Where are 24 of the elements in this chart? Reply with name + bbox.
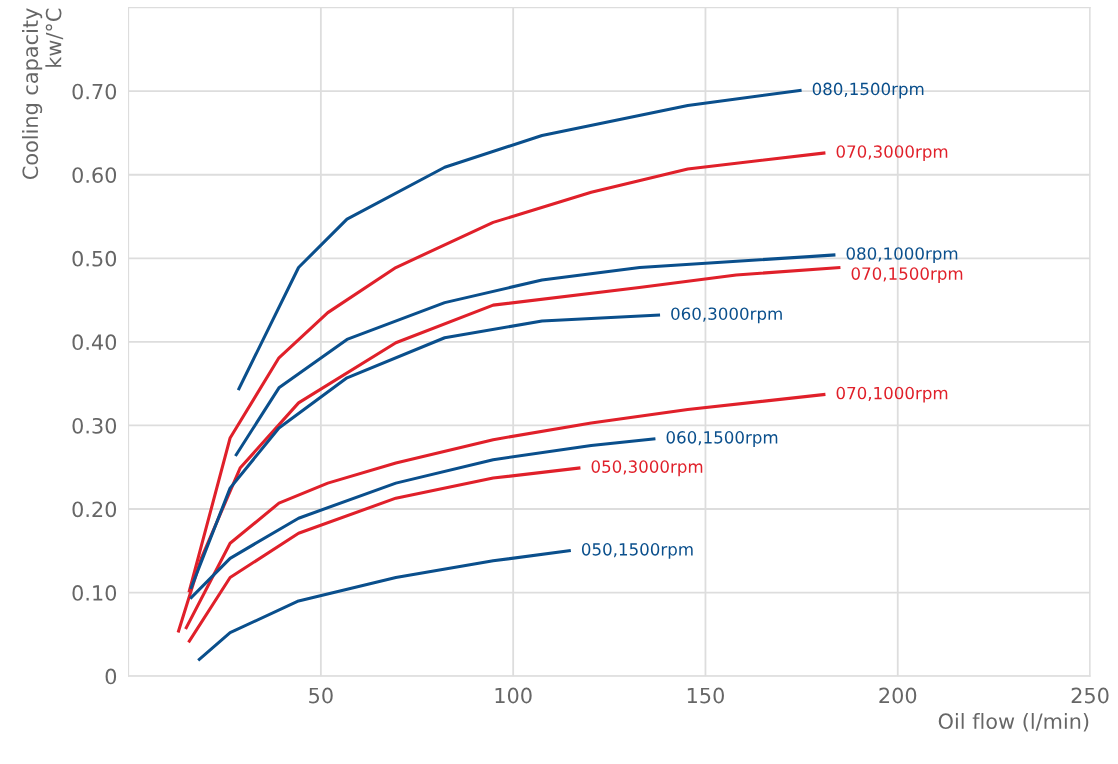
x-tick-label: 100 (495, 687, 532, 704)
series-label: 070,1500rpm (851, 267, 963, 284)
x-tick-label: 250 (1071, 687, 1109, 704)
x-tick-label: 200 (879, 687, 917, 704)
y-tick-label: 0.60 (72, 167, 117, 183)
series-label: 050,1500rpm (581, 543, 693, 559)
y-tick-label: 0.10 (72, 585, 117, 601)
series-label: 070,3000rpm (836, 145, 948, 162)
y-axis-title: Cooling capacity kw/°C (22, 8, 64, 180)
series-label: 080,1000rpm (846, 247, 958, 264)
series-label: 070,1000rpm (836, 386, 948, 403)
x-tick-label: 50 (309, 687, 333, 704)
y-tick-label: 0.70 (72, 83, 117, 100)
y-tick-label: 0.40 (72, 334, 117, 351)
x-tick-label: 150 (687, 687, 724, 704)
x-axis-title: Oil flow (l/min) (938, 712, 1089, 732)
y-tick-label: 0.20 (72, 501, 117, 518)
y-tick-label: 0.30 (72, 417, 117, 434)
series-label: 080,1500rpm (812, 82, 924, 99)
series-label: 050,3000rpm (591, 460, 703, 477)
series-label: 060,1500rpm (666, 431, 778, 447)
y-tick-label: 0.50 (72, 250, 117, 267)
y-tick-label: 0 (105, 668, 117, 685)
series-label: 060,3000rpm (671, 307, 782, 324)
